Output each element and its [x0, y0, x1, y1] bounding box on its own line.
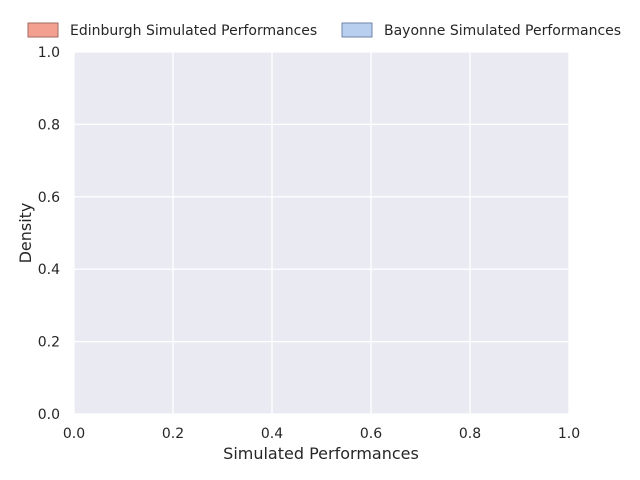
legend-swatch-bayonne [341, 22, 373, 38]
legend-label-bayonne: Bayonne Simulated Performances [384, 23, 621, 39]
y-tick-labels: 0.0 0.2 0.4 0.6 0.8 1.0 [38, 45, 60, 423]
legend: Edinburgh Simulated Performances Bayonne… [27, 22, 621, 39]
y-axis-label: Density [16, 203, 35, 264]
y-tick-label: 0.8 [38, 117, 60, 133]
legend-label-edinburgh: Edinburgh Simulated Performances [70, 23, 317, 39]
x-tick-labels: 0.0 0.2 0.4 0.6 0.8 1.0 [63, 426, 580, 442]
x-tick-label: 0.4 [261, 426, 283, 442]
x-axis-label: Simulated Performances [223, 444, 419, 463]
legend-item-bayonne: Bayonne Simulated Performances [341, 22, 621, 39]
legend-swatch-edinburgh [27, 22, 59, 38]
legend-item-edinburgh: Edinburgh Simulated Performances [27, 22, 317, 39]
x-tick-label: 0.0 [63, 426, 85, 442]
y-tick-label: 0.6 [38, 190, 60, 206]
grid-lines [73, 51, 570, 415]
y-tick-label: 0.2 [38, 335, 60, 351]
x-tick-label: 0.6 [360, 426, 382, 442]
x-tick-label: 1.0 [558, 426, 580, 442]
y-tick-label: 1.0 [38, 45, 60, 61]
plot-area [74, 52, 569, 414]
y-tick-label: 0.0 [38, 407, 60, 423]
y-tick-label: 0.4 [38, 262, 60, 278]
x-tick-label: 0.8 [459, 426, 481, 442]
x-tick-label: 0.2 [162, 426, 184, 442]
